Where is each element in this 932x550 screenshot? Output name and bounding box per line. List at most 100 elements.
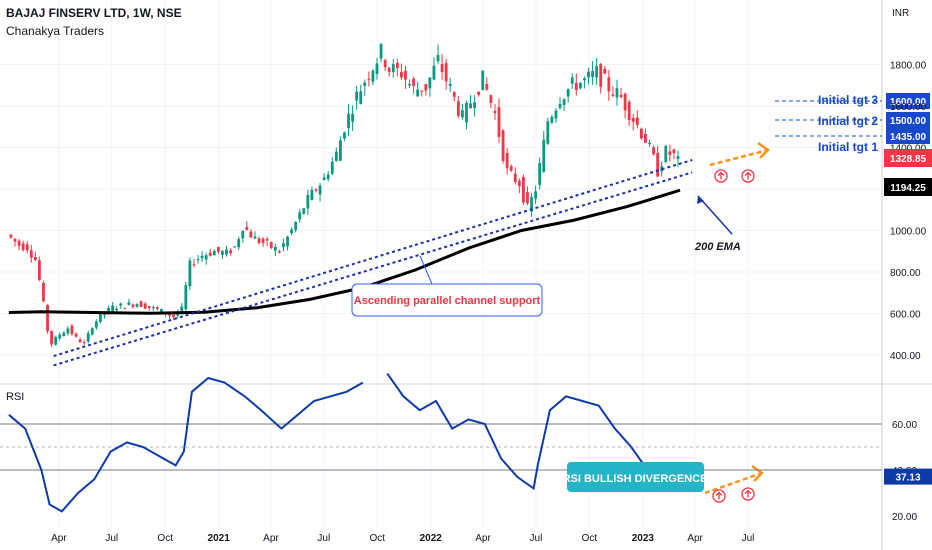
- price-tick-label: 400.00: [890, 351, 921, 362]
- target-badge: [886, 112, 930, 128]
- candle-body: [404, 70, 407, 80]
- channel-annotation-text: Ascending parallel channel support: [354, 295, 541, 307]
- candle-body: [212, 250, 216, 256]
- candle-body: [493, 110, 497, 114]
- candle-body: [46, 304, 49, 332]
- channel-line: [53, 171, 693, 367]
- time-tick-label: Oct: [582, 533, 598, 544]
- candle-body: [644, 133, 647, 143]
- time-tick-label: Oct: [157, 533, 173, 544]
- candle-body: [168, 313, 171, 316]
- candle-body: [54, 337, 58, 345]
- candle-body: [664, 146, 668, 162]
- candle-body: [294, 222, 298, 230]
- price-badge-value: 1328.85: [890, 154, 927, 165]
- candle-body: [534, 191, 538, 199]
- candle-body: [416, 89, 420, 97]
- candle-body: [318, 185, 322, 195]
- candle-body: [151, 307, 155, 309]
- candle-body: [554, 110, 558, 119]
- candle-body: [155, 307, 159, 310]
- time-tick-label: Jul: [317, 533, 330, 544]
- candle-body: [90, 328, 94, 335]
- price-tick-label: 1600.00: [890, 102, 927, 113]
- axes: 1600.00 1500.00 1435.00 INR 400.00 600.00 800.…: [51, 8, 932, 544]
- candle-body: [257, 238, 261, 244]
- candle-body: [298, 212, 302, 220]
- candle-body: [517, 180, 521, 187]
- candle-body: [448, 83, 452, 86]
- candle-body: [505, 152, 509, 169]
- candle-body: [395, 62, 399, 69]
- candle-body: [400, 72, 403, 78]
- candle-body: [38, 260, 41, 280]
- author-name: Chanakya Traders: [6, 24, 105, 38]
- candle-body: [216, 246, 220, 252]
- candle-body: [347, 113, 350, 128]
- candle-body: [290, 229, 293, 234]
- candle-body: [25, 244, 29, 251]
- candle-body: [408, 83, 411, 86]
- time-tick-label: Apr: [475, 533, 491, 544]
- candle-body: [180, 306, 184, 314]
- candle-body: [566, 89, 570, 97]
- target-badge: [886, 93, 930, 109]
- candle-body: [269, 242, 273, 248]
- candle-body: [241, 230, 245, 239]
- price-badge-value: 1194.25: [890, 183, 926, 194]
- time-tick-label: Apr: [687, 533, 703, 544]
- candle-body: [78, 339, 82, 343]
- candle-body: [611, 94, 615, 96]
- target-badge-value: 1600.00: [890, 97, 927, 108]
- candle-body: [603, 68, 607, 74]
- ema-200-line: [8, 188, 681, 315]
- candle-body: [656, 152, 660, 177]
- channel-annotation-pointer: [419, 255, 433, 285]
- candle-body: [196, 259, 200, 261]
- candle-body: [648, 142, 651, 144]
- candle-body: [176, 312, 180, 316]
- rsi-line: [8, 376, 364, 513]
- candle-body: [489, 95, 493, 104]
- target-badge-value: 1500.00: [890, 116, 927, 127]
- candle-body: [13, 238, 17, 242]
- candle-body: [17, 240, 21, 246]
- rsi-pane-title: RSI: [6, 391, 25, 403]
- candle-body: [70, 325, 74, 335]
- candle-body: [143, 303, 147, 309]
- candle-body: [310, 189, 314, 200]
- candle-body: [538, 163, 542, 185]
- candle-body: [42, 282, 45, 302]
- candle-body: [578, 82, 582, 89]
- candle-body: [355, 91, 359, 101]
- candle-body: [513, 173, 517, 183]
- target-badge: [886, 128, 930, 144]
- time-tick-label: Oct: [370, 533, 386, 544]
- target-label: Initial tgt 1: [818, 140, 878, 154]
- candle-body: [86, 333, 90, 342]
- candle-body: [265, 239, 269, 241]
- candle-body: [192, 264, 196, 266]
- time-tick-label: Jul: [742, 533, 755, 544]
- candle-body: [367, 78, 371, 80]
- candle-body: [574, 82, 578, 91]
- candle-body: [412, 78, 416, 86]
- candle-body: [273, 247, 277, 251]
- candle-body: [452, 92, 456, 97]
- candle-body: [522, 177, 525, 203]
- candle-body: [9, 234, 13, 238]
- channel-annotation-box: [351, 283, 543, 317]
- candle-body: [237, 239, 241, 248]
- projection-arrowhead: [751, 464, 764, 482]
- time-tick-label: 2023: [632, 533, 655, 544]
- candle-body: [229, 250, 232, 254]
- candle-body: [526, 192, 529, 204]
- candle-body: [221, 251, 224, 255]
- candle-body: [127, 302, 131, 305]
- candle-body: [172, 314, 176, 318]
- candle-body: [135, 304, 139, 307]
- candle-body: [607, 77, 611, 92]
- candle-body: [469, 103, 472, 109]
- candle-body: [363, 82, 367, 86]
